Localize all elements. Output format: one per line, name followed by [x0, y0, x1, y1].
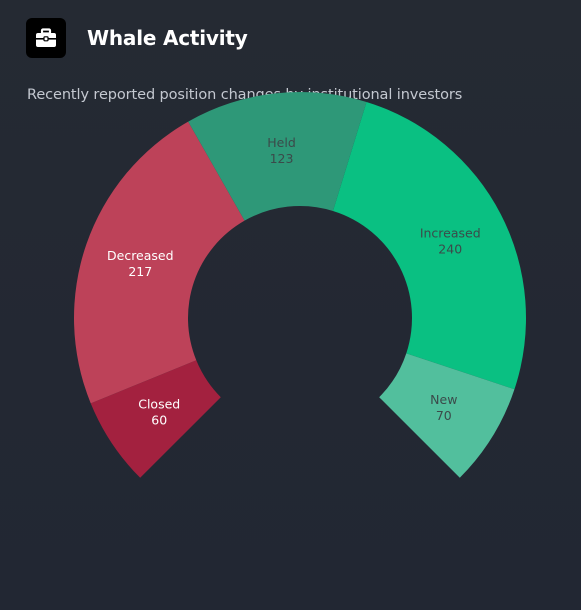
- slice-new[interactable]: [379, 353, 515, 478]
- slice-label-name: New: [430, 392, 457, 407]
- slice-label-name: Increased: [420, 226, 481, 241]
- slice-label-closed: Closed 60: [138, 397, 180, 428]
- chart-slices: [73, 91, 526, 478]
- slice-label-value: 70: [436, 408, 452, 423]
- slice-held[interactable]: [188, 91, 367, 221]
- briefcase-glyph: [36, 28, 56, 47]
- card-header: Whale Activity: [26, 18, 248, 58]
- slice-label-held: Held 123: [267, 135, 296, 166]
- chart-labels: Closed 60 Decreased 217 Held 123 Increased 240 N…: [107, 135, 481, 427]
- slice-increased[interactable]: [332, 102, 526, 390]
- slice-label-increased: Increased 240: [420, 226, 481, 257]
- slice-closed[interactable]: [90, 360, 221, 478]
- card-title: Whale Activity: [87, 26, 248, 50]
- briefcase-icon: [26, 18, 66, 58]
- slice-label-name: Closed: [138, 397, 180, 412]
- slice-label-value: 240: [438, 242, 462, 257]
- slice-decreased[interactable]: [73, 121, 245, 404]
- slice-label-name: Decreased: [107, 248, 174, 263]
- slice-label-name: Held: [267, 135, 296, 150]
- slice-label-value: 123: [270, 151, 294, 166]
- slice-label-value: 60: [151, 413, 167, 428]
- slice-label-decreased: Decreased 217: [107, 248, 174, 279]
- slice-label-new: New 70: [430, 392, 457, 423]
- slice-label-value: 217: [128, 264, 152, 279]
